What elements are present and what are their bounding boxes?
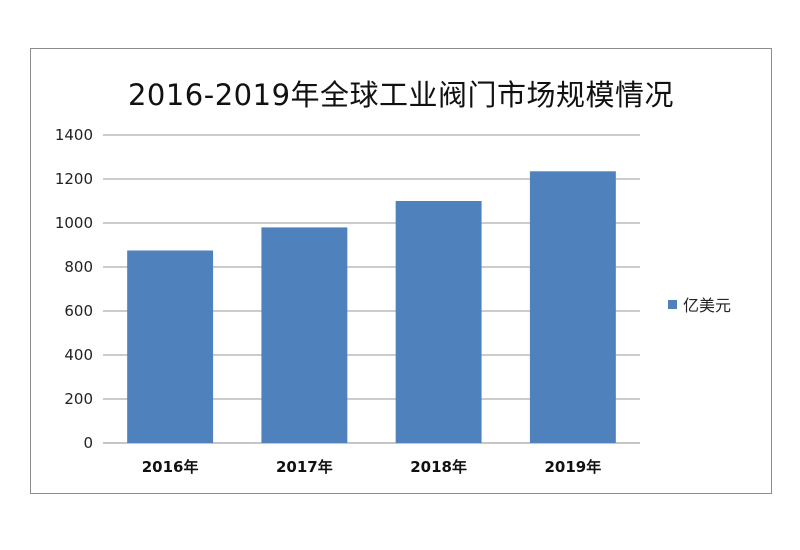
y-tick-label: 1000 [55,214,93,232]
x-category-label: 2017年 [276,458,333,476]
y-tick-label: 0 [83,434,93,452]
x-axis-categories: 2016年 2017年 2018年 2019年 [142,458,602,476]
legend-swatch [668,299,677,309]
y-tick-label: 600 [64,302,93,320]
chart-title: 2016-2019年全球工业阀门市场规模情况 [127,78,675,112]
bar [127,250,214,443]
y-tick-label: 1200 [55,170,93,188]
y-tick-label: 1400 [55,126,93,144]
y-tick-label: 200 [64,390,93,408]
x-category-label: 2016年 [142,458,199,476]
y-tick-label: 800 [64,258,93,276]
y-axis-ticks: 0 200 400 600 800 1000 1200 1400 [55,126,93,452]
legend-label: 亿美元 [683,296,732,315]
y-tick-label: 400 [64,346,93,364]
x-category-label: 2018年 [410,458,467,476]
bar [529,171,616,444]
bar [395,201,482,443]
bar [261,227,348,443]
legend: 亿美元 [668,292,731,316]
bars [127,171,616,444]
x-category-label: 2019年 [545,458,602,476]
